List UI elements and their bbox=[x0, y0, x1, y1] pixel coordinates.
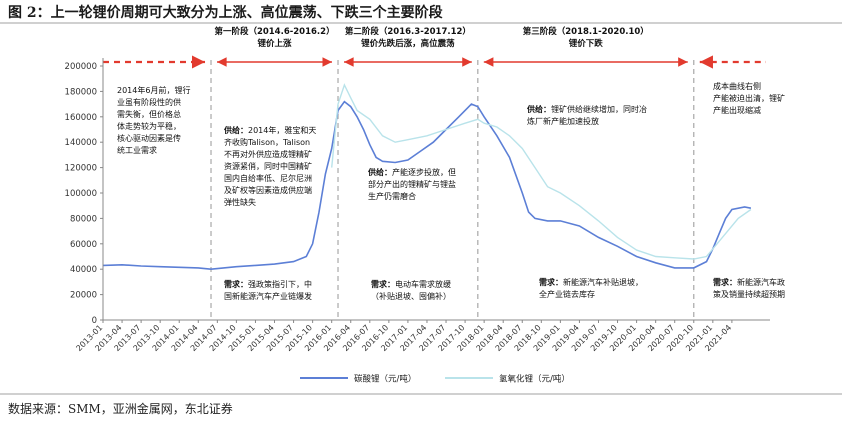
annotation-supply2: 供给：产能逐步投放，但部分产出的锂精矿与锂盐生产仍需磨合 bbox=[367, 167, 456, 201]
phase-title: 第三阶段（2018.1-2020.10） bbox=[523, 26, 649, 37]
legend-label-2: 氢氧化锂（元/吨） bbox=[499, 374, 570, 385]
y-tick-label: 0 bbox=[92, 316, 97, 326]
y-tick-label: 60000 bbox=[70, 240, 97, 250]
annotation-supply1: 供给：2014年，雅宝和天齐收购Talison，Talison 不再对外供应造成锂… bbox=[223, 125, 316, 207]
annotation-line: 弹性缺失 bbox=[224, 197, 256, 207]
annotation-line: 供给：产能逐步投放，但 bbox=[367, 167, 456, 177]
annotation-line: 国新能源汽车产业链爆发 bbox=[224, 291, 312, 301]
annotation-line: （补贴退坡、囤偏补） bbox=[371, 291, 451, 301]
y-tick-label: 20000 bbox=[70, 291, 97, 301]
annotation-line: 需失衡，但价格总 bbox=[117, 109, 181, 119]
y-tick-label: 40000 bbox=[70, 265, 97, 275]
annotation-line: 核心驱动因素是传 bbox=[117, 133, 181, 143]
annotation-line: 需求：新能源汽车补贴退坡， bbox=[539, 277, 643, 287]
figure-title: 图 2：上一轮锂价周期可大致分为上涨、高位震荡、下跌三个主要阶段 bbox=[8, 5, 443, 21]
annotation-label: 需求： bbox=[224, 279, 248, 289]
y-tick-label: 180000 bbox=[65, 87, 97, 97]
data-source: 数据来源：SMM，亚洲金属网，东北证券 bbox=[8, 402, 233, 416]
annotation-line: 供给：锂矿供给继续增加，同时冶 bbox=[526, 104, 647, 114]
series-line-1 bbox=[102, 100, 752, 271]
annotation-demand1: 需求：强政策指引下，中国新能源汽车产业链爆发 bbox=[224, 279, 312, 301]
y-tick-label: 100000 bbox=[65, 189, 97, 199]
annotation-label: 供给： bbox=[526, 104, 551, 114]
annotation-line: 需求：新能源汽车政 bbox=[713, 277, 785, 287]
annotation-label: 需求： bbox=[371, 279, 395, 289]
y-tick-label: 120000 bbox=[65, 164, 97, 174]
legend-label-1: 碳酸锂（元/吨） bbox=[354, 374, 416, 385]
annotation-line: 不再对外供应造成锂精矿 bbox=[224, 149, 312, 159]
annotation-supply3: 供给：锂矿供给继续增加，同时冶炼厂新产能加速投放 bbox=[526, 104, 647, 126]
title-rule bbox=[0, 22, 842, 24]
series-line-2 bbox=[331, 83, 752, 260]
phase-subtitle: 锂价上涨 bbox=[258, 38, 293, 49]
annotation-line: 齐收购Talison，Talison bbox=[224, 137, 310, 147]
phase-subtitle: 锂价先跌后涨，高位震荡 bbox=[361, 38, 455, 49]
annotation-supply4: 成本曲线右侧产能被迫出清，锂矿产能出现缩减 bbox=[713, 81, 785, 115]
source-rule bbox=[0, 393, 842, 395]
y-tick-label: 160000 bbox=[65, 113, 97, 123]
annotation-line: 产能被迫出清，锂矿 bbox=[713, 93, 785, 103]
annotation-line: 需求：电动车需求放缓 bbox=[371, 279, 451, 289]
phase-subtitle: 锂价下跌 bbox=[569, 38, 604, 49]
annotation-line: 需求：强政策指引下，中 bbox=[224, 279, 312, 289]
y-tick-label: 140000 bbox=[65, 138, 97, 148]
annotation-pre2014: 2014年6月前，锂行业虽有阶段性的供需失衡，但价格总体走势较为平稳， 核心驱动因… bbox=[117, 85, 190, 155]
annotation-line: 产能出现缩减 bbox=[713, 105, 761, 115]
annotation-line: 体走势较为平稳， bbox=[117, 121, 181, 131]
annotation-line: 供给：2014年，雅宝和天 bbox=[223, 125, 316, 135]
annotation-demand2: 需求：电动车需求放缓 （补贴退坡、囤偏补） bbox=[371, 279, 451, 301]
y-tick-label: 200000 bbox=[65, 62, 97, 72]
annotation-demand4: 需求：新能源汽车政策及销量持续超预期 bbox=[713, 277, 785, 299]
annotation-line: 部分产出的锂精矿与锂盐 bbox=[368, 179, 456, 189]
phase-title: 第一阶段（2014.6-2016.2） bbox=[214, 26, 334, 37]
annotation-label: 需求： bbox=[539, 277, 563, 287]
annotation-line: 策及销量持续超预期 bbox=[713, 289, 785, 299]
annotation-line: 统工业需求 bbox=[117, 145, 157, 155]
y-tick-label: 80000 bbox=[70, 214, 97, 224]
annotation-line: 及矿权等因素造成供应端 bbox=[224, 185, 312, 195]
price-chart: 第一阶段（2014.6-2016.2）锂价上涨 第二阶段（2016.3-2017.… bbox=[65, 26, 785, 385]
annotation-demand3: 需求：新能源汽车补贴退坡， 全产业链去库存 bbox=[539, 277, 643, 299]
phase-title: 第二阶段（2016.3-2017.12） bbox=[345, 26, 471, 37]
annotation-line: 2014年6月前，锂行 bbox=[117, 85, 190, 95]
annotation-line: 国内自给率低、尼尔尼洲 bbox=[224, 173, 312, 183]
annotation-line: 炼厂新产能加速投放 bbox=[527, 116, 599, 126]
annotation-label: 供给： bbox=[367, 167, 392, 177]
annotation-line: 资源紧俏，同时中国精矿 bbox=[224, 161, 312, 171]
annotation-line: 业虽有阶段性的供 bbox=[117, 97, 181, 107]
annotation-label: 供给： bbox=[223, 125, 248, 135]
annotation-line: 全产业链去库存 bbox=[539, 289, 595, 299]
annotation-label: 需求： bbox=[713, 277, 737, 287]
annotation-line: 成本曲线右侧 bbox=[713, 81, 761, 91]
annotation-line: 生产仍需磨合 bbox=[368, 191, 416, 201]
